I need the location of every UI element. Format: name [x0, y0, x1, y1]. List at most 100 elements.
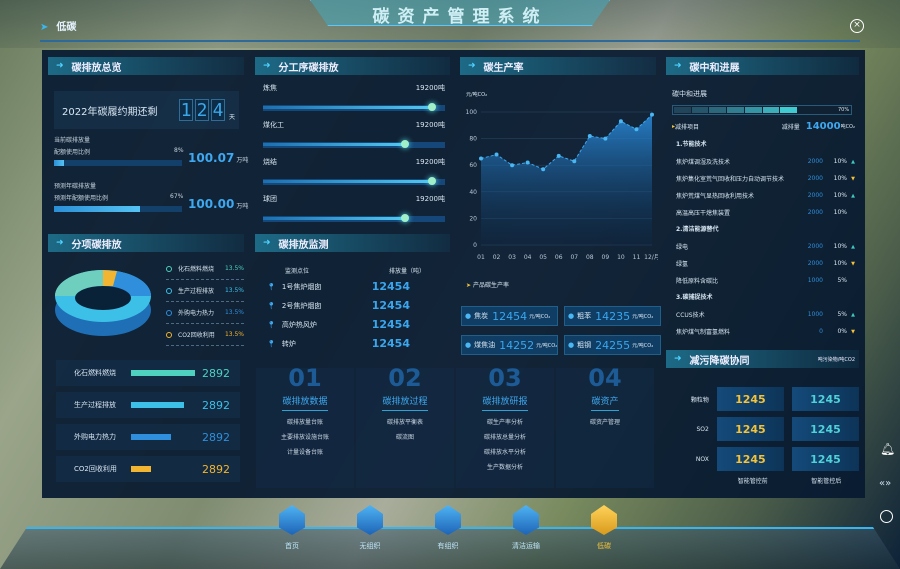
process-slider[interactable]: [263, 214, 445, 222]
nav-item[interactable]: 低碳: [574, 505, 634, 551]
project-amount: 2000: [807, 209, 823, 216]
module-link[interactable]: 碳排放水平分析: [483, 449, 526, 456]
module-link[interactable]: 计量设备台账: [286, 449, 323, 456]
project-name: 绿氢: [676, 261, 689, 268]
module-link[interactable]: 碳资产管理: [589, 419, 620, 426]
slider-handle[interactable]: [428, 177, 437, 185]
module-card[interactable]: 02 碳排放过程 碳排放平衡表 碳流图: [356, 368, 454, 488]
module-link[interactable]: 碳排放平衡表: [386, 419, 423, 426]
arrow-icon: ➤: [40, 22, 49, 33]
progress-segment: [762, 107, 780, 113]
slider-handle[interactable]: [400, 214, 409, 222]
product-title: ➤ 产品碳生产率: [466, 280, 509, 289]
location-pin-icon: 📍︎: [267, 301, 276, 310]
rate-chart: 0 20 40 60 80 100 01 02 03 04 05 06 07 08 09 10 11 12/月: [466, 109, 658, 261]
x-tick-label: 01: [477, 254, 485, 261]
project-amount: 2000: [807, 192, 823, 199]
section-title: 碳排放总览: [71, 62, 122, 74]
data-point: [479, 156, 483, 161]
category-label: CO2回收利用: [74, 465, 117, 473]
module-card[interactable]: 01 碳排放数据 碳排放量台账 主要排放设施台账 计量设备台账: [256, 368, 354, 488]
location-pin-icon: 📍︎: [267, 339, 276, 348]
nav-item[interactable]: 有组织: [418, 505, 478, 551]
series-line: [480, 114, 653, 170]
module-link[interactable]: 主要排放设施台账: [280, 434, 329, 441]
nav-label: 无组织: [359, 542, 381, 550]
product-card: ● 粗钢 24255 元/吨CO₂: [564, 335, 661, 355]
process-name: 煤化工: [263, 121, 284, 129]
product-name: 粗苯: [577, 312, 592, 320]
product-title-text: 产品碳生产率: [472, 282, 509, 289]
module-title[interactable]: 碳排放过程: [382, 394, 428, 411]
legend-label: 生产过程排放: [178, 288, 215, 295]
bell-icon[interactable]: 🔔︎: [880, 442, 896, 456]
data-point: [618, 119, 623, 124]
nav-item[interactable]: 首页: [262, 505, 322, 551]
product-unit: 元/吨CO₂: [632, 313, 654, 320]
countdown-digit: 1: [178, 99, 193, 121]
section-header: ➜ 减污降碳协同 吨污染物/吨CO2: [666, 350, 859, 368]
forecast-percent: 67%: [170, 193, 184, 200]
overview-section: ➜ 碳排放总览 2022年碳履约期还剩 1 2 4 天 当前碳排放量 配额使用比例…: [48, 57, 248, 221]
legend-dot-icon: [166, 309, 172, 316]
slider-handle[interactable]: [428, 103, 437, 111]
module-card[interactable]: 03 碳排放研报 碳生产率分析 碳排放总量分析 碳排放水平分析 生产数据分析: [456, 368, 554, 488]
y-tick-label: 100: [466, 109, 478, 116]
module-title[interactable]: 碳资产: [591, 394, 619, 411]
reduction-row: CCUS技术 1000 5% ▲: [676, 306, 855, 323]
nav-icon: [591, 505, 617, 535]
process-slider[interactable]: [263, 177, 445, 185]
y-tick-label: 60: [469, 162, 477, 169]
module-title[interactable]: 碳排放研报: [482, 394, 528, 411]
synergy-unit: 吨污染物/吨CO2: [817, 356, 855, 363]
process-item: 炼焦 19200吨: [263, 83, 445, 120]
category-bar: [130, 434, 172, 440]
dot-icon: ●: [568, 312, 575, 320]
monitor-value: 12454: [371, 280, 410, 293]
value-after: 1245: [791, 447, 860, 471]
breakdown-section: ➜ 分项碳排放 化石燃料燃烧 13.5% 生产过程排放 13.5% 外购电力热力 13.5%…: [48, 234, 244, 482]
process-slider[interactable]: [263, 103, 445, 111]
project-name: 焦炉荒煤气显热回收利用技术: [676, 193, 755, 200]
product-name: 煤焦油: [474, 341, 496, 349]
locate-icon[interactable]: [880, 510, 893, 523]
legend-item: 生产过程排放 13.5%: [166, 280, 244, 302]
monitor-header: 监测点位 排放量（吨）: [285, 266, 450, 275]
module-card[interactable]: 04 碳资产 碳资产管理: [556, 368, 654, 488]
module-title[interactable]: 碳排放数据: [282, 394, 328, 411]
module-link[interactable]: 碳流图: [395, 434, 414, 441]
current-label: 当前碳排放量: [54, 137, 91, 144]
process-item: 球团 19200吨: [263, 194, 445, 231]
module-link[interactable]: 碳生产率分析: [486, 419, 523, 426]
legend-item: 外购电力热力 13.5%: [166, 302, 244, 324]
category-bar: [130, 466, 151, 472]
monitor-row: 📍︎ 高炉热风炉 12454: [267, 315, 450, 334]
reduction-row: 降低原料含碳比 1000 5%: [676, 272, 855, 289]
arrow-icon: ➜: [56, 238, 64, 248]
process-slider[interactable]: [263, 140, 445, 148]
section-header: ➜ 碳排放总览: [48, 57, 244, 75]
project-amount: 1000: [807, 277, 823, 284]
arrow-icon: ➜: [674, 61, 682, 71]
arrow-icon: ➜: [263, 61, 271, 71]
product-unit: 元/吨CO₂: [536, 342, 558, 349]
close-icon[interactable]: ×: [850, 19, 864, 33]
module-link[interactable]: 碳排放总量分析: [483, 434, 526, 441]
module-link[interactable]: 碳排放量台账: [286, 419, 323, 426]
module-cards: 01 碳排放数据 碳排放量台账 主要排放设施台账 计量设备台账 02 碳排放过程 碳排放平衡表…: [256, 368, 656, 488]
y-tick-label: 0: [473, 242, 477, 249]
module-link[interactable]: 生产数据分析: [486, 464, 523, 471]
collapse-icon[interactable]: «»: [879, 478, 892, 489]
nav-item[interactable]: 清洁运输: [496, 505, 556, 551]
nav-label: 有组织: [437, 542, 459, 550]
reduction-row: 绿氢 2000 10% ▼: [676, 255, 855, 272]
arrow-icon: ▸: [672, 123, 676, 130]
reduction-row: 绿电 2000 10% ▲: [676, 238, 855, 255]
slider-handle[interactable]: [400, 140, 409, 148]
trend-down-icon: ▼: [851, 328, 855, 335]
monitor-point: 转炉: [281, 339, 296, 348]
trend-up-icon: ▲: [851, 243, 855, 250]
section-title: 碳排放监测: [278, 239, 329, 251]
nav-item[interactable]: 无组织: [340, 505, 400, 551]
product-unit: 元/吨CO₂: [529, 313, 551, 320]
